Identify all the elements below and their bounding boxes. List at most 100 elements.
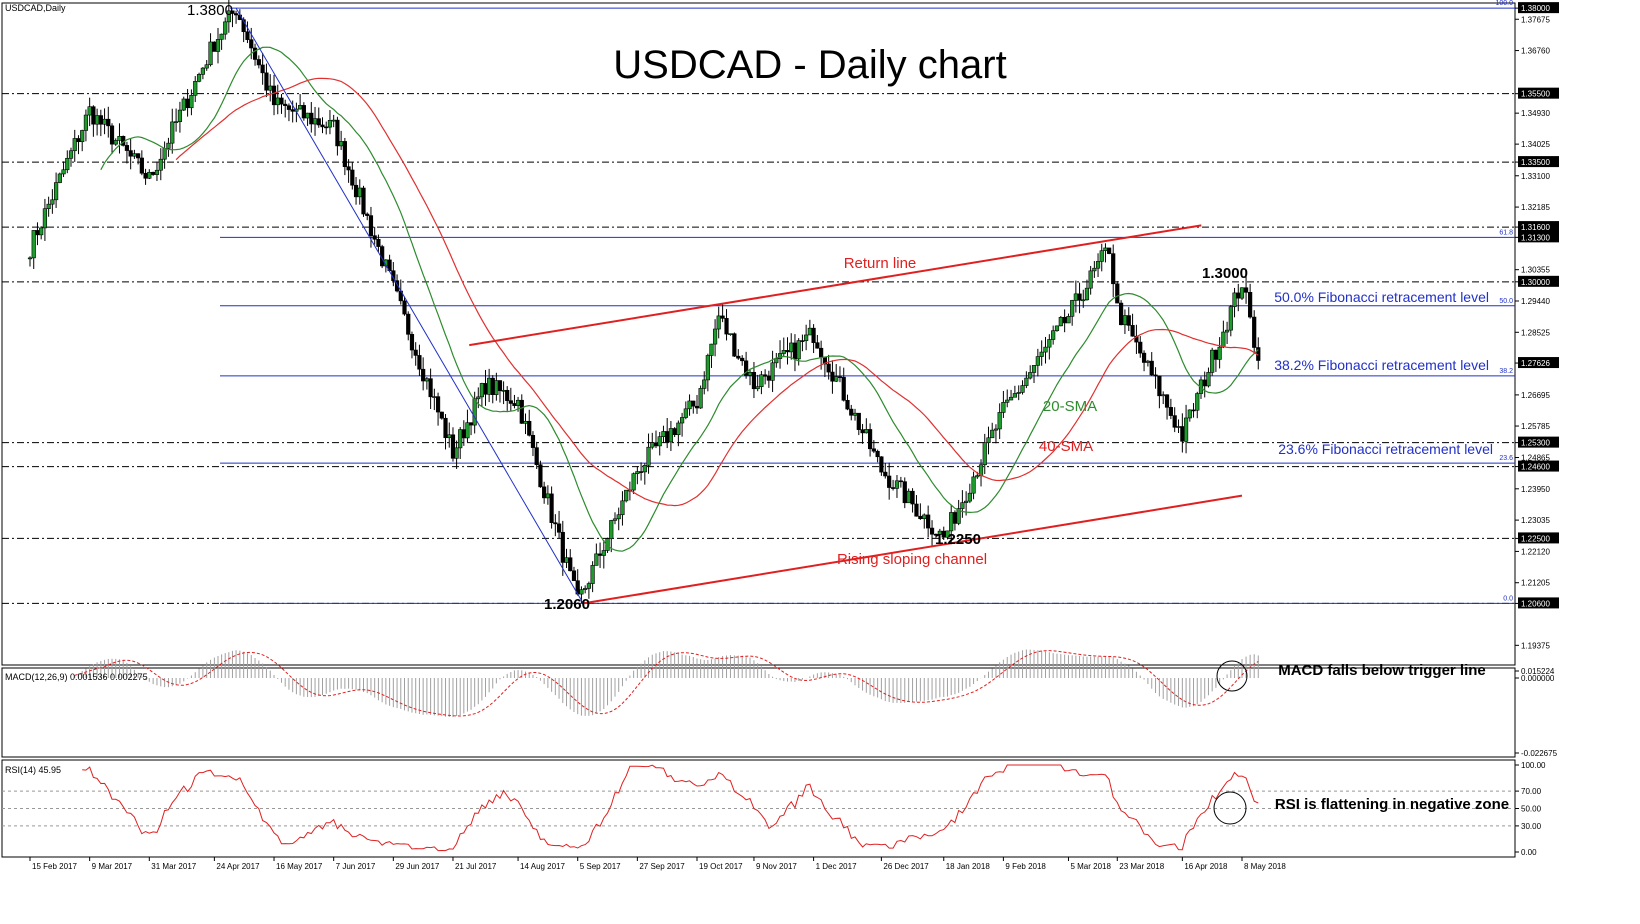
candle-body	[215, 39, 221, 52]
price-axis: 1.38000 1.37675 1.36760 1.35500 1.34930 1.340…	[1515, 2, 1559, 650]
candle-body	[512, 403, 517, 406]
candle-body	[1180, 426, 1185, 442]
candle-body	[1224, 329, 1230, 333]
candle-body	[447, 434, 452, 439]
candle-body	[694, 405, 700, 409]
annotation-low: 1.2060	[544, 596, 590, 613]
macd-tick-label: 0.015224	[1521, 667, 1555, 676]
candle-body	[113, 140, 118, 145]
price-level-box	[1518, 436, 1559, 448]
price-tick-label: 1.32185	[1521, 203, 1550, 212]
candle-body	[301, 105, 306, 119]
candle-body	[1161, 394, 1166, 397]
candle-body	[530, 434, 536, 448]
candle-body	[143, 172, 148, 179]
price-tick-label: 1.30355	[1521, 266, 1550, 275]
candle-body	[324, 126, 329, 129]
candle-body	[523, 420, 528, 424]
rsi-tick-label: 70.00	[1521, 787, 1542, 796]
rsi-annotation: RSI is flattening in negative zone	[1275, 796, 1509, 813]
price-tick-label: 1.24600	[1521, 463, 1550, 472]
fib-ratio-label: 100.0	[1495, 0, 1513, 7]
candle-body	[747, 371, 753, 376]
candle-body	[465, 422, 470, 439]
time-tick-label: 29 Jun 2017	[395, 862, 440, 871]
candle-body	[864, 429, 869, 434]
fib-ratio-label: 0.0	[1503, 595, 1513, 602]
candle-body	[61, 169, 66, 175]
candle-body	[736, 355, 741, 359]
candle-body	[1176, 426, 1181, 428]
candle-body	[849, 408, 854, 416]
macd-highlight-circle	[1216, 660, 1248, 692]
time-tick-label: 15 Feb 2017	[32, 862, 77, 871]
candle-body	[1035, 356, 1040, 366]
candle-body	[751, 371, 757, 390]
candle-body	[709, 343, 714, 356]
candle-body	[906, 490, 911, 504]
candle-body	[834, 376, 839, 382]
channel-label: Rising sloping channel	[837, 551, 987, 568]
candle-body	[290, 109, 295, 112]
candle-body	[342, 141, 347, 167]
candle-body	[1005, 399, 1010, 403]
price-tick-label: 1.21205	[1521, 579, 1550, 588]
candle-body	[450, 434, 456, 459]
price-level-box	[1518, 275, 1559, 287]
price-tick-label: 1.31600	[1521, 223, 1550, 232]
candle-body	[83, 114, 89, 131]
candle-body	[76, 138, 81, 143]
candle-body	[35, 230, 40, 236]
time-tick-label: 5 Sep 2017	[580, 862, 621, 871]
price-tick-label: 1.33100	[1521, 172, 1550, 181]
candle-body	[789, 342, 794, 353]
annotation-1-3000: 1.3000	[1202, 265, 1248, 282]
candle-body	[990, 429, 995, 439]
price-tick-label: 1.38000	[1521, 4, 1550, 13]
candle-body	[316, 118, 321, 126]
time-tick-label: 24 Apr 2017	[216, 862, 260, 871]
candle-body	[80, 130, 85, 143]
candle-body	[472, 398, 477, 426]
candle-body	[926, 514, 931, 529]
candle-body	[124, 145, 130, 151]
annotation-1-2250: 1.2250	[935, 531, 981, 548]
price-tick-label: 1.30000	[1521, 278, 1550, 287]
candle-body	[646, 446, 651, 466]
candle-body	[204, 64, 209, 69]
time-tick-label: 1 Dec 2017	[816, 862, 857, 871]
candle-body	[1111, 253, 1116, 285]
candles	[27, 0, 1261, 604]
candle-body	[766, 375, 771, 381]
candle-body	[642, 465, 647, 473]
candle-body	[350, 169, 355, 186]
candle-body	[871, 448, 876, 452]
candle-body	[494, 380, 499, 395]
time-tick-label: 18 Jan 2018	[946, 862, 991, 871]
candle-body	[676, 422, 681, 436]
candle-body	[1145, 360, 1150, 363]
candle-body	[964, 500, 969, 503]
candle-body	[679, 417, 685, 424]
candle-body	[1213, 349, 1219, 360]
candle-body	[902, 481, 907, 504]
fib-ratio-label: 23.6	[1499, 455, 1513, 462]
candle-body	[305, 112, 310, 119]
candle-body	[609, 520, 614, 539]
candle-body	[856, 412, 861, 430]
candle-body	[1028, 372, 1033, 379]
candle-body	[568, 557, 573, 572]
candle-body	[39, 227, 44, 236]
candle-body	[312, 118, 318, 125]
candle-body	[1043, 346, 1048, 353]
rsi-line	[82, 764, 1259, 852]
candle-body	[1107, 247, 1112, 254]
candle-body	[982, 442, 987, 466]
candle-body	[200, 67, 205, 75]
candle-body	[233, 13, 239, 16]
swing-line	[235, 7, 584, 604]
macd-signal-line	[74, 650, 1259, 717]
candle-body	[335, 119, 340, 147]
